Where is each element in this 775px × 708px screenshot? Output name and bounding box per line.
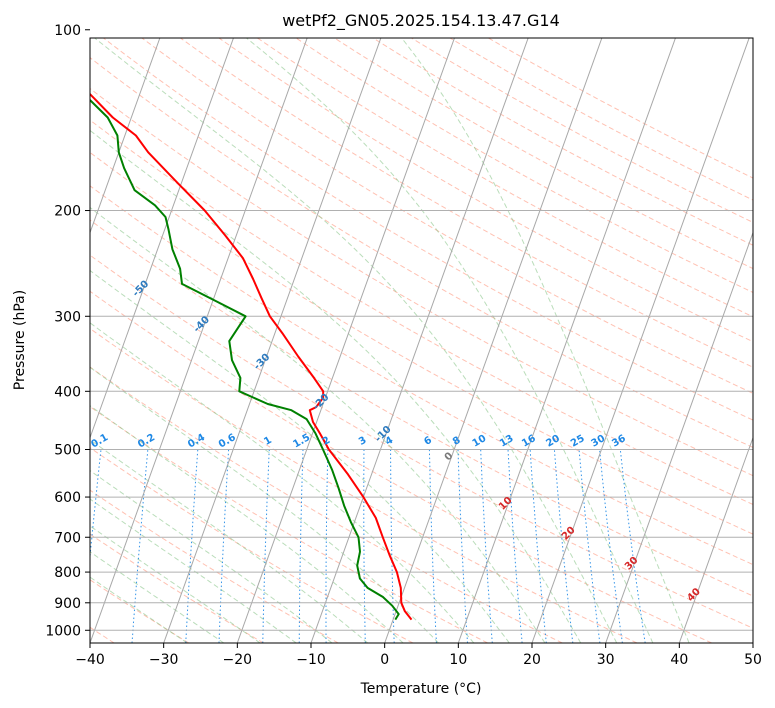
mixing-ratio-label: 3 bbox=[357, 435, 369, 448]
profile-series bbox=[90, 92, 413, 621]
moist-adiabat bbox=[90, 439, 369, 643]
dry-adiabat bbox=[90, 290, 712, 643]
y-tick-label: 200 bbox=[54, 204, 81, 220]
x-tick-label: 20 bbox=[523, 652, 541, 668]
grid-lines bbox=[90, 38, 753, 643]
x-tick-label: −30 bbox=[149, 652, 179, 668]
x-tick-label: 10 bbox=[449, 652, 467, 668]
moist-adiabat bbox=[90, 576, 188, 643]
y-tick-label: 100 bbox=[54, 23, 81, 39]
dry-adiabat bbox=[90, 119, 753, 506]
x-tick-label: 30 bbox=[597, 652, 615, 668]
x-axis: −40 −30 −20 −10 0 10 20 30 40 50 bbox=[75, 643, 762, 668]
y-tick-label: 900 bbox=[54, 596, 81, 612]
dry-adiabat bbox=[179, 38, 753, 368]
moist-adiabat bbox=[90, 322, 475, 643]
dry-adiabat bbox=[90, 254, 753, 629]
dry-adiabat bbox=[90, 533, 264, 643]
x-axis-label: Temperature (°C) bbox=[360, 681, 482, 697]
isotherm-gridline bbox=[678, 436, 753, 643]
moist-adiabat bbox=[93, 38, 618, 643]
isotherm-gridline bbox=[163, 38, 382, 643]
y-axis: 1000 900 800 700 600 500 400 300 200 100 bbox=[45, 23, 90, 639]
isotherm-gridline bbox=[90, 38, 308, 643]
temperature-profile-line bbox=[90, 92, 413, 621]
isotherm-gridline bbox=[531, 38, 750, 643]
x-tick-label: 0 bbox=[380, 652, 389, 668]
dry-adiabat bbox=[90, 327, 638, 643]
plot-frame bbox=[89, 37, 754, 644]
moist-adiabat bbox=[90, 366, 439, 643]
mixing-ratio-label: 1 bbox=[262, 435, 274, 448]
y-tick-label: 300 bbox=[54, 309, 81, 325]
y-axis-label: Pressure (hPa) bbox=[12, 290, 28, 390]
moist-adiabat bbox=[400, 38, 690, 643]
moist-adiabat bbox=[90, 269, 510, 643]
moist-adiabat bbox=[90, 498, 297, 643]
dry-adiabat bbox=[90, 151, 753, 535]
moist-adiabat bbox=[90, 206, 546, 643]
isotherm-gridline bbox=[310, 38, 529, 643]
background-reference-lines bbox=[90, 38, 753, 643]
isotherm-gridline bbox=[90, 38, 161, 235]
isotherm-gridline bbox=[236, 38, 455, 643]
y-tick-label: 800 bbox=[54, 565, 81, 581]
y-tick-label: 1000 bbox=[45, 623, 81, 639]
isotherm-gridline bbox=[457, 38, 676, 643]
mixing-ratio-label: 4 bbox=[384, 435, 396, 448]
moist-adiabat bbox=[90, 525, 261, 643]
x-tick-label: −20 bbox=[223, 652, 253, 668]
mixing-ratio-label: 6 bbox=[422, 435, 434, 448]
dry-adiabat bbox=[90, 406, 488, 643]
dry-adiabat bbox=[90, 447, 414, 643]
isotherm-gridline bbox=[605, 231, 753, 643]
dry-adiabat bbox=[102, 38, 753, 421]
isotherm-gridline bbox=[384, 38, 603, 643]
x-tick-label: −10 bbox=[296, 652, 326, 668]
dry-adiabat bbox=[90, 219, 753, 597]
y-tick-label: 400 bbox=[54, 384, 81, 400]
x-tick-label: 40 bbox=[670, 652, 688, 668]
moist-adiabat bbox=[90, 405, 404, 643]
y-tick-label: 700 bbox=[54, 530, 81, 546]
dewpoint-profile-line bbox=[90, 98, 400, 621]
x-tick-label: 50 bbox=[744, 652, 762, 668]
x-tick-label: −40 bbox=[75, 652, 105, 668]
mixing-ratio-label: 2 bbox=[321, 435, 333, 448]
mixing-ratio-line bbox=[578, 449, 601, 643]
moist-adiabat bbox=[245, 38, 654, 643]
mixing-ratio-label: 8 bbox=[451, 435, 463, 448]
chart-title: wetPf2_GN05.2025.154.13.47.G14 bbox=[282, 11, 560, 31]
isotherm-gridline bbox=[90, 38, 234, 440]
mixing-ratio-line bbox=[599, 449, 623, 643]
y-tick-label: 500 bbox=[54, 443, 81, 459]
y-tick-label: 600 bbox=[54, 490, 81, 506]
dry-adiabat bbox=[141, 38, 753, 394]
moist-adiabat bbox=[90, 551, 225, 643]
dry-adiabat bbox=[90, 366, 563, 643]
